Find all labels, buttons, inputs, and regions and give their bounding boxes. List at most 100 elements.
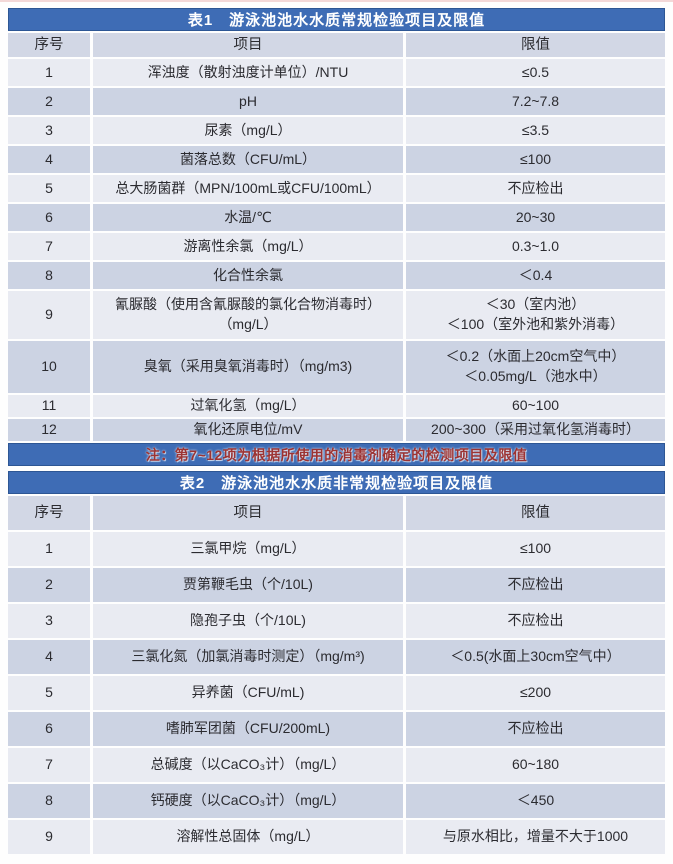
- column-header-no: 序号: [8, 33, 90, 57]
- cell-no: 9: [8, 820, 90, 854]
- cell-limit: ＜0.2（水面上20cm空气中） ＜0.05mg/L（池水中）: [406, 341, 665, 393]
- cell-item: 浑浊度（散射浊度计单位）/NTU: [93, 59, 403, 86]
- cell-item: 三氯甲烷（mg/L）: [93, 532, 403, 566]
- table-row: 9 溶解性总固体（mg/L） 与原水相比，增量不大于1000: [8, 820, 665, 854]
- cell-limit: ＜450: [406, 784, 665, 818]
- table-row: 8 钙硬度（以CaCO₃计）（mg/L） ＜450: [8, 784, 665, 818]
- cell-limit: ≤100: [406, 532, 665, 566]
- cell-item: 异养菌（CFU/mL): [93, 676, 403, 710]
- cell-limit: 60~180: [406, 748, 665, 782]
- cell-limit: 不应检出: [406, 604, 665, 638]
- cell-limit: ≤0.5: [406, 59, 665, 86]
- table-row: 6 嗜肺军团菌（CFU/200mL) 不应检出: [8, 712, 665, 746]
- cell-item: 水温/℃: [93, 204, 403, 231]
- table1-note-bar: 注：第7~12项为根据所使用的消毒剂确定的检测项目及限值: [8, 443, 665, 466]
- column-header-no: 序号: [8, 496, 90, 530]
- cell-item: 氧化还原电位/mV: [93, 419, 403, 441]
- column-header-item: 项目: [93, 496, 403, 530]
- cell-item: 游离性余氯（mg/L）: [93, 233, 403, 260]
- cell-no: 5: [8, 175, 90, 202]
- table-row: 9 氰脲酸（使用含氰脲酸的氯化合物消毒时） （mg/L） ＜30（室内池） ＜1…: [8, 291, 665, 339]
- cell-limit: ≤200: [406, 676, 665, 710]
- cell-no: 1: [8, 59, 90, 86]
- table-row: 11 过氧化氢（mg/L） 60~100: [8, 395, 665, 417]
- cell-item: 总碱度（以CaCO₃计）（mg/L）: [93, 748, 403, 782]
- table1: 表1 游泳池池水水质常规检验项目及限值 序号 项目 限值 1 浑浊度（散射浊度计…: [8, 8, 665, 466]
- table-row: 12 氧化还原电位/mV 200~300（采用过氧化氢消毒时）: [8, 419, 665, 441]
- cell-item: 隐孢子虫（个/10L): [93, 604, 403, 638]
- cell-limit: 与原水相比，增量不大于1000: [406, 820, 665, 854]
- cell-no: 7: [8, 233, 90, 260]
- cell-item: pH: [93, 88, 403, 115]
- column-header-item: 项目: [93, 33, 403, 57]
- cell-item: 钙硬度（以CaCO₃计）（mg/L）: [93, 784, 403, 818]
- cell-item: 菌落总数（CFU/mL）: [93, 146, 403, 173]
- cell-item: 嗜肺军团菌（CFU/200mL): [93, 712, 403, 746]
- cell-item: 过氧化氢（mg/L）: [93, 395, 403, 417]
- cell-no: 12: [8, 419, 90, 441]
- table1-note: 注：第7~12项为根据所使用的消毒剂确定的检测项目及限值: [145, 446, 528, 463]
- cell-item: 化合性余氯: [93, 262, 403, 289]
- cell-limit: ＜0.5(水面上30cm空气中）: [406, 640, 665, 674]
- cell-no: 10: [8, 341, 90, 393]
- column-header-limit: 限值: [406, 496, 665, 530]
- cell-no: 2: [8, 568, 90, 602]
- table1-header-row: 序号 项目 限值: [8, 33, 665, 57]
- cell-no: 3: [8, 604, 90, 638]
- cell-no: 9: [8, 291, 90, 339]
- table1-title: 表1 游泳池池水水质常规检验项目及限值: [187, 12, 486, 29]
- table-row: 7 游离性余氯（mg/L） 0.3~1.0: [8, 233, 665, 260]
- table2-header-row: 序号 项目 限值: [8, 496, 665, 530]
- table-row: 2 pH 7.2~7.8: [8, 88, 665, 115]
- cell-no: 11: [8, 395, 90, 417]
- cell-item: 尿素（mg/L）: [93, 117, 403, 144]
- cell-item: 三氯化氮（加氯消毒时测定）（mg/m³): [93, 640, 403, 674]
- table-row: 5 总大肠菌群（MPN/100mL或CFU/100mL） 不应检出: [8, 175, 665, 202]
- cell-item: 溶解性总固体（mg/L）: [93, 820, 403, 854]
- cell-limit: 不应检出: [406, 568, 665, 602]
- cell-item: 氰脲酸（使用含氰脲酸的氯化合物消毒时） （mg/L）: [93, 291, 403, 339]
- cell-item: 臭氧（采用臭氧消毒时）（mg/m3): [93, 341, 403, 393]
- table2-title-bar: 表2 游泳池池水水质非常规检验项目及限值: [8, 471, 665, 494]
- cell-no: 7: [8, 748, 90, 782]
- table-row: 6 水温/℃ 20~30: [8, 204, 665, 231]
- cell-item: 贾第鞭毛虫（个/10L): [93, 568, 403, 602]
- cell-limit: 不应检出: [406, 175, 665, 202]
- column-header-limit: 限值: [406, 33, 665, 57]
- cell-no: 4: [8, 146, 90, 173]
- cell-item: 总大肠菌群（MPN/100mL或CFU/100mL）: [93, 175, 403, 202]
- table-row: 7 总碱度（以CaCO₃计）（mg/L） 60~180: [8, 748, 665, 782]
- cell-no: 1: [8, 532, 90, 566]
- cell-no: 2: [8, 88, 90, 115]
- cell-no: 8: [8, 784, 90, 818]
- table-row: 5 异养菌（CFU/mL) ≤200: [8, 676, 665, 710]
- table-row: 3 尿素（mg/L） ≤3.5: [8, 117, 665, 144]
- table-row: 3 隐孢子虫（个/10L) 不应检出: [8, 604, 665, 638]
- cell-limit: ≤3.5: [406, 117, 665, 144]
- cell-limit: 20~30: [406, 204, 665, 231]
- table-row: 4 三氯化氮（加氯消毒时测定）（mg/m³) ＜0.5(水面上30cm空气中）: [8, 640, 665, 674]
- table-row: 1 浑浊度（散射浊度计单位）/NTU ≤0.5: [8, 59, 665, 86]
- table2: 表2 游泳池池水水质非常规检验项目及限值 序号 项目 限值 1 三氯甲烷（mg/…: [8, 471, 665, 854]
- table2-title: 表2 游泳池池水水质非常规检验项目及限值: [179, 475, 494, 492]
- cell-no: 6: [8, 712, 90, 746]
- cell-no: 5: [8, 676, 90, 710]
- table-row: 10 臭氧（采用臭氧消毒时）（mg/m3) ＜0.2（水面上20cm空气中） ＜…: [8, 341, 665, 393]
- cell-limit: 7.2~7.8: [406, 88, 665, 115]
- cell-no: 3: [8, 117, 90, 144]
- table-row: 8 化合性余氯 ＜0.4: [8, 262, 665, 289]
- table-row: 4 菌落总数（CFU/mL） ≤100: [8, 146, 665, 173]
- cell-limit: ＜30（室内池） ＜100（室外池和紫外消毒）: [406, 291, 665, 339]
- cell-limit: 不应检出: [406, 712, 665, 746]
- cell-limit: ＜0.4: [406, 262, 665, 289]
- table1-title-bar: 表1 游泳池池水水质常规检验项目及限值: [8, 8, 665, 31]
- cell-no: 4: [8, 640, 90, 674]
- cell-no: 8: [8, 262, 90, 289]
- cell-limit: 200~300（采用过氧化氢消毒时）: [406, 419, 665, 441]
- cell-no: 6: [8, 204, 90, 231]
- cell-limit: 60~100: [406, 395, 665, 417]
- table-row: 2 贾第鞭毛虫（个/10L) 不应检出: [8, 568, 665, 602]
- table-row: 1 三氯甲烷（mg/L） ≤100: [8, 532, 665, 566]
- cell-limit: 0.3~1.0: [406, 233, 665, 260]
